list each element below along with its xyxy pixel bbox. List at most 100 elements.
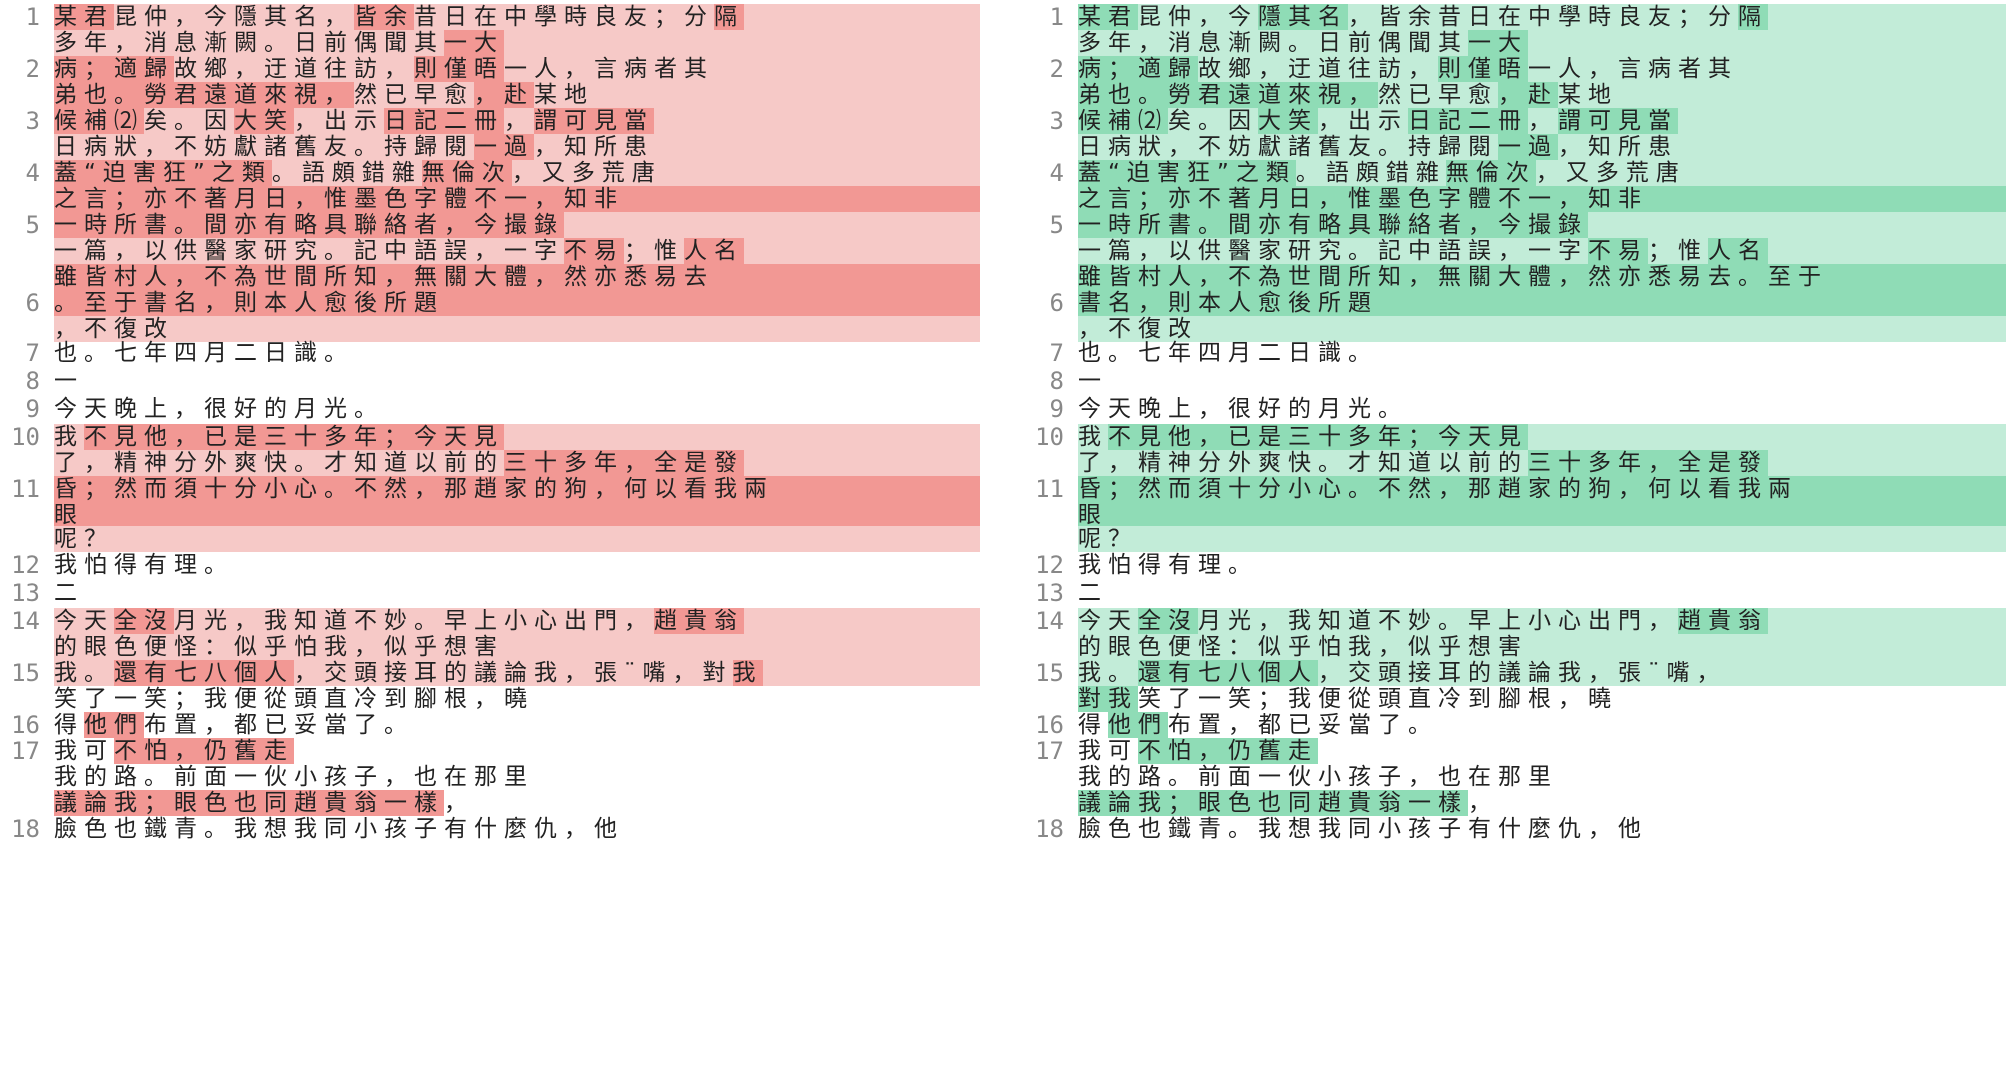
diff-line: 11 昏；然而須十分小心。不然，那趙家的狗，何以看我兩: [1024, 476, 2006, 502]
word-change-highlight: 人名: [684, 238, 744, 264]
word-change-highlight: 大笑: [1258, 108, 1318, 134]
word-change-highlight: 還有七八個人: [114, 660, 294, 686]
line-change-band: [54, 502, 980, 528]
diff-line: 多年，消息漸闕。日前偶聞其一大: [1024, 30, 2006, 56]
line-text: 得他們布置，都已妥當了。: [54, 712, 414, 738]
word-change-highlight: 病；適歸: [54, 56, 174, 82]
line-number: 8: [25, 367, 40, 395]
line-text: 之言；亦不著月日，惟墨色字體不一，知非: [54, 186, 624, 212]
line-number: 9: [25, 395, 40, 423]
diff-line: 14 今天全沒月光，我知道不妙。早上小心出門，趙貴翁: [1024, 608, 2006, 634]
diff-line: 13 二: [0, 580, 980, 606]
word-change-highlight: 議論我；眼色也同趙貴翁一樣: [1078, 790, 1468, 816]
diff-line: 16 得他們布置，都已妥當了。: [0, 712, 980, 738]
line-text: 眼: [1078, 502, 1108, 528]
diff-line: 眼: [0, 502, 980, 528]
word-change-highlight: 隔: [714, 4, 744, 30]
line-change-band: [1078, 108, 2006, 134]
line-change-band: [54, 108, 980, 134]
line-text: 我的路。前面一伙小孩子，也在那里: [1078, 764, 1558, 790]
line-number: 12: [1035, 551, 1064, 579]
diff-line: 了，精神分外爽快。才知道以前的三十多年，全是發: [0, 450, 980, 476]
line-text: 病；適歸故鄉，迂道往訪，則僅晤一人，言病者其: [54, 56, 714, 82]
line-text: 雖皆村人，不為世間所知，無關大體，然亦悉易去。至于: [1078, 264, 1828, 290]
diff-line: 雖皆村人，不為世間所知，無關大體，然亦悉易去。至于: [1024, 264, 2006, 290]
line-number: 8: [1049, 367, 1064, 395]
diff-line: 1 某君昆仲，今隱其名，皆余昔日在中學時良友；分隔: [0, 4, 980, 30]
word-change-highlight: 不易: [1588, 238, 1648, 264]
word-change-highlight: 無倫次: [1445, 160, 1536, 186]
line-text: ，不復改: [54, 316, 174, 342]
line-text: 雖皆村人，不為世間所知，無關大體，然亦悉易去: [54, 264, 714, 290]
line-change-band: [1078, 290, 2006, 316]
word-change-highlight: 則僅晤: [1438, 56, 1528, 82]
diff-line: 9 今天晚上，很好的月光。: [0, 396, 980, 422]
word-change-highlight: 三十多年，全是發: [1528, 450, 1768, 476]
word-change-highlight: 不見他，已是三十多年；今天見: [1108, 424, 1528, 450]
diff-line: 3 候補⑵矣。因大笑，出示日記二冊，謂可見當: [0, 108, 980, 134]
line-number: 3: [1049, 107, 1064, 135]
line-number: 11: [11, 475, 40, 503]
diff-line: 2 病；適歸故鄉，迂道往訪，則僅晤一人，言病者其: [1024, 56, 2006, 82]
line-text: 得他們布置，都已妥當了。: [1078, 712, 1438, 738]
line-change-band: [54, 238, 980, 264]
word-change-highlight: 候補⑵: [1078, 108, 1168, 134]
line-number: 5: [1049, 211, 1064, 239]
diff-line: 12 我怕得有理。: [1024, 552, 2006, 578]
word-change-highlight: 一時所書。間亦有略具聯絡者，今撮錄: [1078, 212, 1588, 238]
line-change-band: [54, 608, 980, 634]
diff-line: 弟也。勞君遠道來視，然已早愈，赴某地: [0, 82, 980, 108]
word-change-highlight: 不易: [564, 238, 624, 264]
word-change-highlight: 他們: [84, 712, 144, 738]
word-change-highlight: 無倫次: [421, 160, 512, 186]
line-text: 也。七年四月二日識。: [54, 340, 354, 366]
word-change-highlight: 弟也。勞君遠道來視，: [54, 82, 354, 108]
diff-line: 議論我；眼色也同趙貴翁一樣，: [0, 790, 980, 816]
word-change-highlight: ，赴: [474, 82, 534, 108]
line-number: 11: [1035, 475, 1064, 503]
line-number: 6: [1049, 289, 1064, 317]
diff-line: 3 候補⑵矣。因大笑，出示日記二冊，謂可見當: [1024, 108, 2006, 134]
word-change-highlight: 候補⑵: [54, 108, 144, 134]
line-number: 15: [11, 659, 40, 687]
line-number: 3: [25, 107, 40, 135]
line-change-band: [54, 264, 980, 290]
line-text: 二: [54, 580, 84, 606]
word-change-highlight: 蓋“迫害狂”之類: [1078, 160, 1296, 186]
line-number: 12: [11, 551, 40, 579]
line-text: 我。還有七八個人，交頭接耳的議論我，張¨嘴，: [1078, 660, 1727, 686]
diff-line: 4 蓋“迫害狂”之類。語頗錯雜無倫次，又多荒唐: [0, 160, 980, 186]
line-text: 多年，消息漸闕。日前偶聞其一大: [1078, 30, 1528, 56]
diff-line: 10 我不見他，已是三十多年；今天見: [1024, 424, 2006, 450]
diff-line: 2 病；適歸故鄉，迂道往訪，則僅晤一人，言病者其: [0, 56, 980, 82]
diff-line: 一篇，以供醫家研究。記中語誤，一字不易；惟人名: [0, 238, 980, 264]
line-text: 一篇，以供醫家研究。記中語誤，一字不易；惟人名: [1078, 238, 1768, 264]
line-text: 弟也。勞君遠道來視，然已早愈，赴某地: [54, 82, 594, 108]
line-number: 6: [25, 289, 40, 317]
word-change-highlight: 一過: [1498, 134, 1558, 160]
word-change-highlight: 一大: [444, 30, 504, 56]
line-number: 17: [1035, 737, 1064, 765]
line-number: 16: [1035, 711, 1064, 739]
line-number: 7: [1049, 339, 1064, 367]
diff-line: 14 今天全沒月光，我知道不妙。早上小心出門，趙貴翁: [0, 608, 980, 634]
word-change-highlight: 趙貴翁: [1678, 608, 1768, 634]
word-change-highlight: 某君: [1078, 4, 1138, 30]
line-change-band: [1078, 526, 2006, 552]
word-change-highlight: 則僅晤: [414, 56, 504, 82]
diff-line: 1 某君昆仲，今隱其名，皆余昔日在中學時良友；分隔: [1024, 4, 2006, 30]
line-number: 2: [1049, 55, 1064, 83]
word-change-highlight: 謂可見當: [534, 108, 654, 134]
word-change-highlight: 蓋“迫害狂”之類: [54, 160, 272, 186]
line-text: 呢？: [1078, 526, 1138, 552]
diff-line: 17 我可不怕，仍舊走: [0, 738, 980, 764]
word-change-highlight: 全沒: [114, 608, 174, 634]
line-change-band: [54, 4, 980, 30]
line-number: 14: [11, 607, 40, 635]
line-text: 的眼色便怪：似乎怕我，似乎想害: [1078, 634, 1528, 660]
diff-line: 呢？: [1024, 526, 2006, 552]
diff-line: 我的路。前面一伙小孩子，也在那里: [0, 764, 980, 790]
line-text: 之言；亦不著月日，惟墨色字體不一，知非: [1078, 186, 1648, 212]
line-text: 我。還有七八個人，交頭接耳的議論我，張¨嘴，對我: [54, 660, 763, 686]
